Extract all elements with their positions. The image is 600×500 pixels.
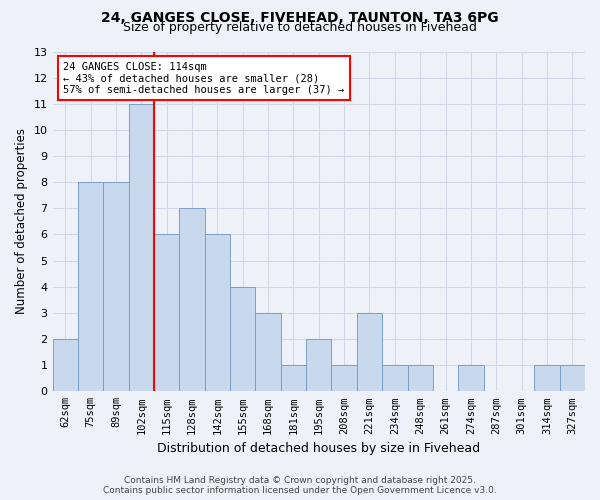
Bar (331, 365, 357, 392)
Bar (78, 182, 103, 392)
Bar (205, 234, 230, 392)
Bar (407, 365, 433, 392)
Bar (179, 208, 205, 392)
Bar (458, 365, 484, 392)
Bar (128, 104, 154, 392)
Bar (53, 339, 78, 392)
Bar (560, 365, 585, 392)
Bar (281, 365, 306, 392)
Text: 24 GANGES CLOSE: 114sqm
← 43% of detached houses are smaller (28)
57% of semi-de: 24 GANGES CLOSE: 114sqm ← 43% of detache… (63, 62, 344, 95)
Text: Contains HM Land Registry data © Crown copyright and database right 2025.
Contai: Contains HM Land Registry data © Crown c… (103, 476, 497, 495)
Bar (256, 313, 281, 392)
Y-axis label: Number of detached properties: Number of detached properties (15, 128, 28, 314)
Bar (357, 313, 382, 392)
Bar (534, 365, 560, 392)
Bar (154, 234, 179, 392)
Text: Size of property relative to detached houses in Fivehead: Size of property relative to detached ho… (123, 22, 477, 35)
Bar (306, 339, 331, 392)
Bar (103, 182, 128, 392)
Bar (382, 365, 407, 392)
Bar (230, 287, 256, 392)
Text: 24, GANGES CLOSE, FIVEHEAD, TAUNTON, TA3 6PG: 24, GANGES CLOSE, FIVEHEAD, TAUNTON, TA3… (101, 11, 499, 25)
X-axis label: Distribution of detached houses by size in Fivehead: Distribution of detached houses by size … (157, 442, 481, 455)
